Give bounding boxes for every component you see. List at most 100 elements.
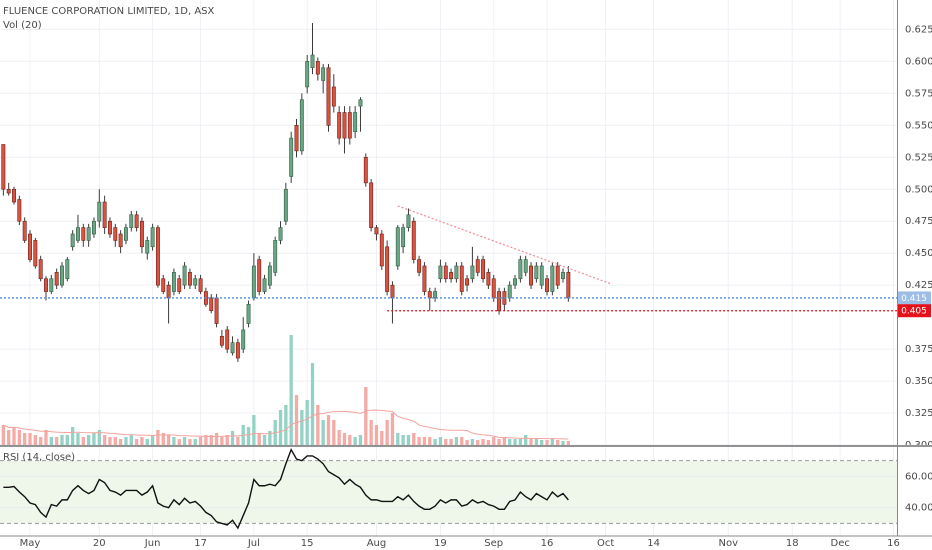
y-tick-label: 0.425 xyxy=(905,280,932,291)
candle-body xyxy=(60,265,64,286)
candle-body xyxy=(267,265,272,286)
volume-bar xyxy=(102,435,107,445)
candle-body xyxy=(134,214,139,228)
volume-bar xyxy=(166,435,171,445)
volume-bar xyxy=(380,431,384,445)
candle-body xyxy=(529,265,533,286)
candle-body xyxy=(534,265,539,280)
volume-bar xyxy=(92,433,96,445)
volume-bar xyxy=(28,433,32,445)
candle-body xyxy=(230,342,235,354)
candle-body xyxy=(150,227,155,248)
candle-body xyxy=(289,137,294,177)
candle-body xyxy=(22,220,27,241)
volume-bar xyxy=(236,437,240,445)
volume-bar xyxy=(268,431,272,445)
candle-body xyxy=(555,265,560,286)
candle-body xyxy=(523,259,528,273)
candle-body xyxy=(465,278,470,286)
volume-bar xyxy=(225,435,229,445)
candle-body xyxy=(443,265,448,280)
volume-bar xyxy=(150,435,155,445)
y-tick-label: 0.350 xyxy=(905,376,932,387)
candle-body xyxy=(171,272,176,292)
candle-body xyxy=(342,112,347,139)
volume-bar xyxy=(246,427,251,445)
volume-bar xyxy=(76,433,80,445)
candle-body xyxy=(321,67,326,81)
candle-body xyxy=(33,240,38,267)
y-tick-label: 0.500 xyxy=(905,184,932,195)
volume-bar xyxy=(444,439,448,445)
candle-body xyxy=(305,61,310,88)
candle-body xyxy=(70,233,75,248)
volume-bar xyxy=(332,420,336,445)
volume-bar xyxy=(348,435,352,445)
volume-bar xyxy=(513,439,517,445)
volume-bar xyxy=(449,439,453,445)
candle-body xyxy=(65,259,70,280)
candle-body xyxy=(81,227,86,241)
candle-body xyxy=(358,99,363,107)
volume-bar xyxy=(55,437,59,445)
candle-body xyxy=(123,227,128,241)
candle-body xyxy=(187,272,192,286)
volume-bar xyxy=(188,439,192,445)
candle-body xyxy=(54,272,59,286)
volume-bar xyxy=(177,439,181,445)
candle-body xyxy=(369,182,374,228)
candle-body xyxy=(566,272,571,299)
volume-bar xyxy=(33,435,37,445)
candle-body xyxy=(139,220,144,248)
x-tick-label: Jul xyxy=(247,538,260,549)
candle-body xyxy=(395,227,400,267)
candle-body xyxy=(406,214,411,228)
x-tick-label: 16 xyxy=(541,538,554,549)
volume-bar xyxy=(353,437,357,445)
volume-bar xyxy=(161,433,165,445)
candle-body xyxy=(86,227,91,241)
volume-bar xyxy=(518,439,523,445)
trend-line xyxy=(397,205,612,285)
candle-body xyxy=(417,259,422,273)
x-tick-label: 17 xyxy=(194,538,207,549)
volume-bar xyxy=(396,433,400,445)
candle-body xyxy=(155,227,160,286)
candle-body xyxy=(427,291,432,299)
volume-bar xyxy=(193,439,197,445)
volume-bar xyxy=(524,435,528,445)
volume-bar xyxy=(145,439,149,445)
candle-body xyxy=(17,199,22,222)
candle-body xyxy=(326,67,331,126)
chart-title: FLUENCE CORPORATION LIMITED, 1D, ASX xyxy=(3,6,215,17)
price-pane xyxy=(1,23,612,362)
x-tick-label: May xyxy=(20,538,41,549)
volume-bar xyxy=(49,437,53,445)
candle-body xyxy=(262,278,267,292)
candle-body xyxy=(561,272,565,280)
candle-body xyxy=(475,259,480,273)
volume-bar xyxy=(321,420,325,445)
volume-bar xyxy=(465,440,469,445)
price-label-box xyxy=(898,304,931,318)
candle-body xyxy=(161,278,166,292)
candle-body xyxy=(385,246,390,292)
volume-bar xyxy=(262,435,267,445)
volume-bar xyxy=(438,437,443,445)
volume-bar xyxy=(65,435,69,445)
candle-body xyxy=(518,259,523,280)
candle-body xyxy=(38,259,43,280)
candle-body xyxy=(92,220,96,235)
volume-bar xyxy=(476,440,480,445)
candle-body xyxy=(214,297,219,324)
volume-bar xyxy=(326,415,331,445)
candle-body xyxy=(166,284,171,299)
volume-bar xyxy=(17,430,22,445)
y-tick-label: 0.525 xyxy=(905,152,932,163)
volume-bar xyxy=(556,440,560,445)
volume-bar xyxy=(417,437,421,445)
x-tick-label: 19 xyxy=(434,538,447,549)
candle-body xyxy=(118,233,123,248)
y-tick-label: 0.600 xyxy=(905,56,932,67)
